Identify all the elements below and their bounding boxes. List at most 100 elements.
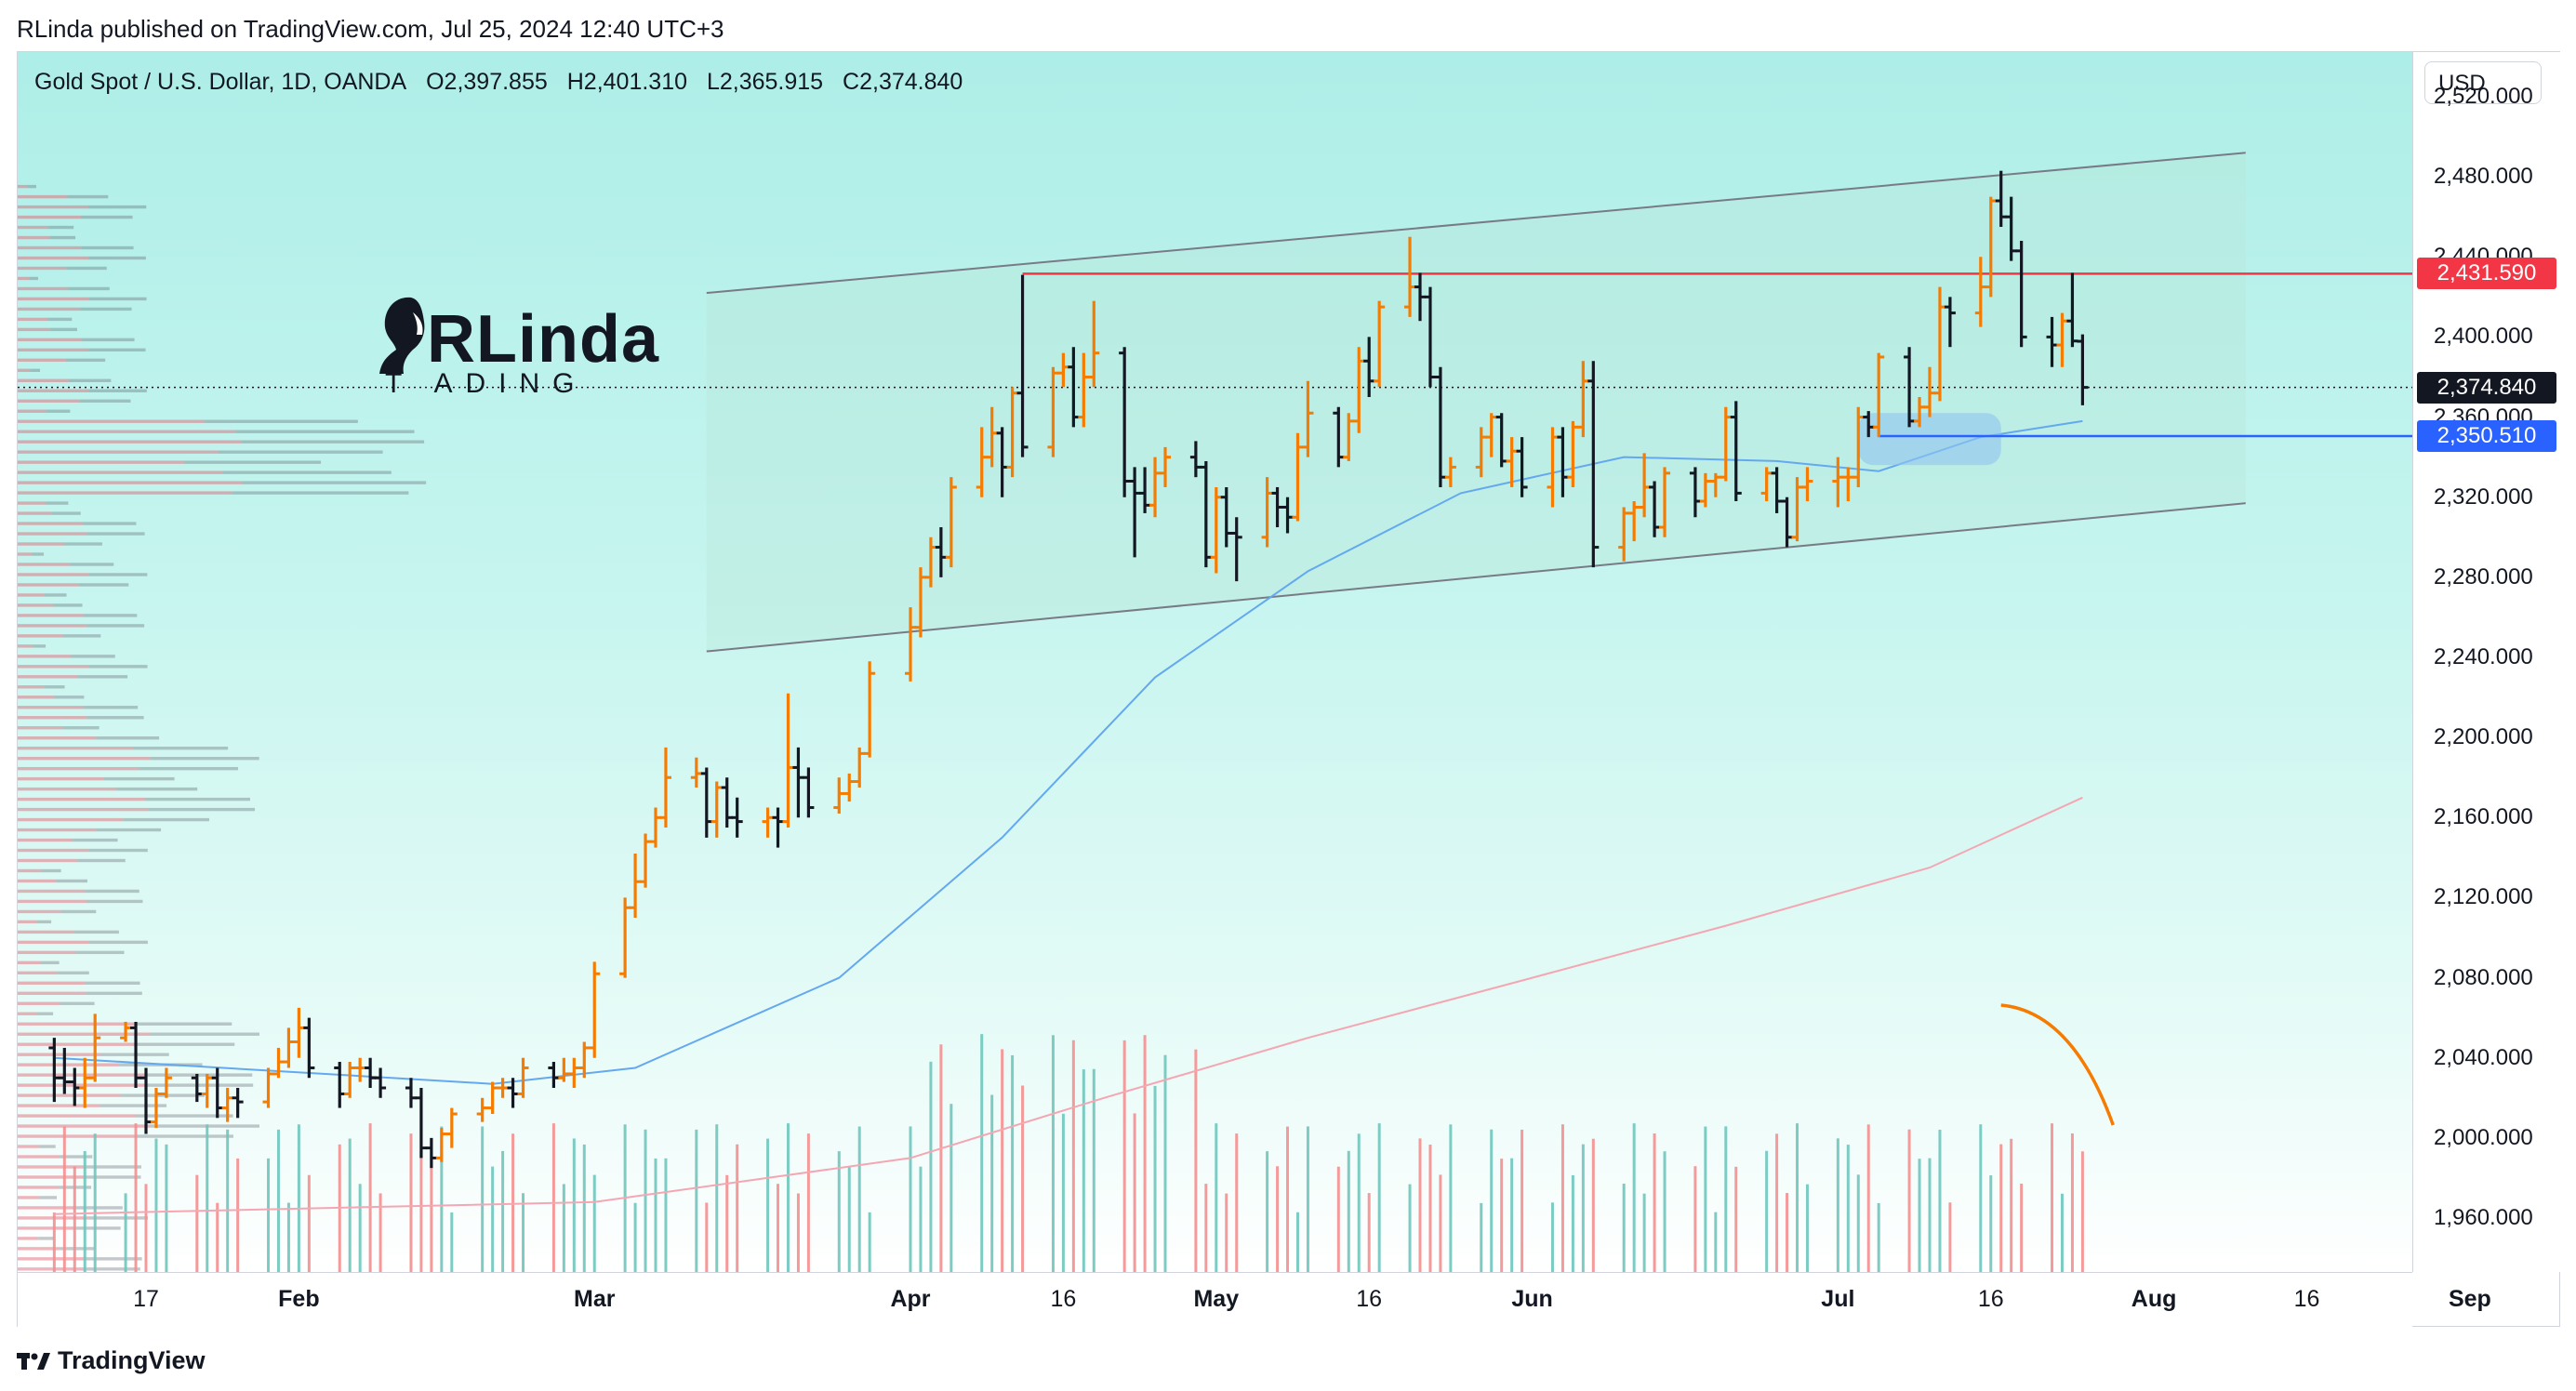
- volume-profile-bar-up: [18, 256, 88, 260]
- volume-profile-bar-up: [18, 501, 46, 505]
- volume-bar: [481, 1126, 485, 1272]
- volume-profile-bar-up: [18, 1042, 138, 1046]
- volume-profile-bar-down: [139, 766, 238, 771]
- volume-bar: [1775, 1133, 1779, 1272]
- volume-bar: [1143, 1035, 1147, 1272]
- time-axis[interactable]: 17 Feb Mar Apr 16 May 16 Jun Jul 16 Aug 16 Sep: [18, 1272, 2491, 1327]
- volume-profile-bar-down: [133, 746, 229, 750]
- volume-profile-bar-down: [205, 419, 358, 423]
- symbol-legend[interactable]: Gold Spot / U.S. Dollar, 1D, OANDA O2,39…: [34, 69, 976, 96]
- volume-profile-bar-up: [18, 225, 49, 230]
- volume-profile-bar-down: [44, 593, 67, 597]
- volume-bar: [1347, 1150, 1350, 1272]
- volume-bar: [1581, 1144, 1585, 1272]
- volume-bar: [654, 1159, 657, 1272]
- volume-bar: [909, 1126, 912, 1272]
- volume-profile-bar-up: [18, 776, 104, 781]
- volume-bar: [1306, 1126, 1309, 1272]
- volume-profile-bar-down: [88, 389, 147, 392]
- volume-bar: [348, 1138, 352, 1272]
- chart-plot-area[interactable]: RLinda T ADING Gold Spot / U.S. Dollar, …: [18, 52, 2412, 1272]
- volume-bar: [1653, 1133, 1656, 1272]
- channel-lower-line: [706, 502, 2246, 653]
- volume-bar: [562, 1184, 565, 1272]
- volume-bar: [990, 1094, 994, 1272]
- volume-bar: [725, 1174, 729, 1272]
- volume-profile-bar-up: [18, 1186, 59, 1189]
- volume-bar: [1133, 1113, 1136, 1272]
- price-axis[interactable]: USD 2,520.000 2,480.000 2,440.000 2,400.000…: [2412, 52, 2560, 1272]
- volume-profile-bar-down: [145, 797, 250, 801]
- volume-bar: [1632, 1123, 1636, 1272]
- volume-profile-bar-down: [88, 1216, 148, 1220]
- volume-bar: [939, 1044, 943, 1272]
- volume-profile-bar-up: [18, 981, 86, 986]
- price-tick-label: 2,280.000: [2434, 563, 2533, 590]
- chart-frame: RLinda T ADING Gold Spot / U.S. Dollar, …: [17, 51, 2560, 1327]
- volume-bar: [582, 1144, 586, 1272]
- volume-bar: [1122, 1040, 1126, 1272]
- volume-profile-bar-down: [69, 378, 112, 382]
- volume-bar: [1520, 1129, 1524, 1272]
- volume-profile-bar-down: [223, 470, 392, 474]
- volume-bar: [1796, 1123, 1799, 1272]
- volume-bar: [837, 1151, 841, 1272]
- currency-selector[interactable]: USD: [2424, 61, 2542, 104]
- volume-profile-bar-up: [18, 276, 30, 281]
- volume-profile-bar-down: [120, 1093, 205, 1097]
- volume-profile-bar-up: [18, 511, 53, 515]
- volume-bar: [1642, 1193, 1646, 1272]
- volume-bar: [1704, 1126, 1707, 1272]
- volume-profile-bar-up: [18, 399, 80, 403]
- volume-bar: [124, 1193, 127, 1272]
- volume-profile-bar-up: [18, 889, 85, 894]
- volume-profile-bar-up: [18, 644, 33, 648]
- volume-profile-bar-up: [18, 696, 55, 699]
- volume-bar: [2010, 1138, 2013, 1272]
- volume-bar: [919, 1166, 923, 1272]
- volume-profile-bar-up: [18, 378, 70, 382]
- volume-bar: [1786, 1193, 1789, 1272]
- slow-moving-average: [54, 796, 2083, 1215]
- volume-bar: [1449, 1124, 1453, 1272]
- volume-bar: [195, 1174, 199, 1272]
- legend-low: L2,365.915: [706, 69, 824, 95]
- volume-bar: [592, 1174, 596, 1272]
- volume-profile-bar-up: [18, 552, 33, 556]
- volume-profile-bar-up: [18, 920, 36, 924]
- volume-bar: [297, 1124, 300, 1272]
- volume-bar: [1428, 1145, 1432, 1272]
- volume-profile-bar-up: [18, 266, 67, 271]
- volume-profile-bar-up: [18, 430, 236, 433]
- volume-bar: [1295, 1212, 1299, 1272]
- time-tick-label: 16: [1977, 1286, 2004, 1312]
- time-tick-label: Apr: [890, 1286, 931, 1312]
- volume-profile-bar-up: [18, 327, 51, 332]
- volume-profile-bar-down: [76, 858, 126, 863]
- tradingview-brand[interactable]: TradingView: [17, 1346, 206, 1375]
- volume-profile-bar-up: [18, 1165, 86, 1169]
- volume-bar: [1877, 1202, 1880, 1272]
- volume-profile-bar-up: [18, 726, 63, 730]
- time-tick-label: Sep: [2448, 1286, 2491, 1312]
- time-tick-label: Feb: [278, 1286, 320, 1312]
- volume-bar: [736, 1144, 739, 1272]
- volume-bar: [267, 1158, 271, 1272]
- volume-profile-bar-down: [85, 1267, 140, 1271]
- volume-bar: [980, 1034, 984, 1272]
- price-tick-label: 2,400.000: [2434, 324, 2533, 350]
- volume-profile-bar-down: [36, 1012, 54, 1015]
- volume-profile-bar-up: [18, 481, 243, 484]
- volume-bar: [52, 1212, 56, 1272]
- volume-bar: [1082, 1069, 1085, 1272]
- volume-bar: [1418, 1138, 1422, 1272]
- volume-profile-bar-up: [18, 858, 77, 863]
- price-chart: [18, 152, 2412, 1272]
- volume-bar: [949, 1104, 953, 1272]
- volume-profile-bar-up: [18, 828, 97, 832]
- volume-profile-bar-down: [45, 501, 69, 505]
- volume-bar: [1408, 1184, 1412, 1272]
- price-tick-label: 2,200.000: [2434, 724, 2533, 750]
- time-tick-label: 16: [1356, 1286, 1383, 1312]
- volume-profile-bar-down: [184, 460, 322, 464]
